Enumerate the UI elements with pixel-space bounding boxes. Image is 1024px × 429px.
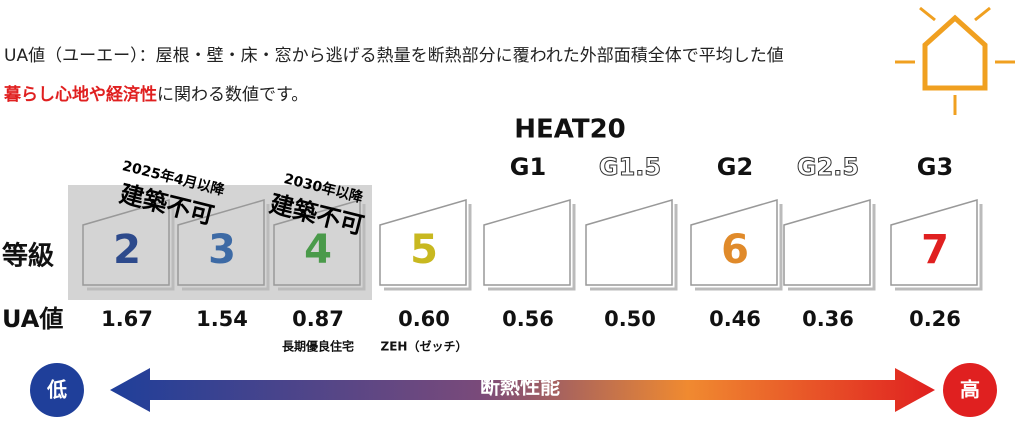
house-shadow [695, 204, 783, 291]
description-line1: UA値（ユーエー）：屋根・壁・床・窓から逃げる熱量を断熱部分に覆われた外部面積全… [4, 46, 784, 66]
grade: 5 [410, 227, 438, 273]
house-shadow [182, 204, 270, 291]
house-outline [690, 199, 778, 286]
scale-label: 断熱性能 [480, 375, 560, 399]
low-circle [30, 363, 84, 417]
ua-value: 1.54 [196, 307, 248, 331]
highlight: 暮らし心地や経済性 [3, 84, 157, 105]
ua-value: 0.56 [502, 307, 554, 331]
house-shadow [278, 204, 366, 291]
house-shadow [488, 204, 576, 291]
house-outline [783, 199, 871, 286]
house-outline [273, 199, 361, 286]
high-label: 高 [960, 378, 980, 402]
house-shadow [788, 204, 876, 291]
ua-value: 0.50 [604, 307, 656, 331]
heat20-level: G3 [917, 153, 953, 181]
row-label-ua: UA値 [2, 305, 63, 333]
heat20-level: G1 [510, 153, 546, 181]
grade: 4 [304, 227, 332, 273]
ua-note: ZEH（ゼッチ） [381, 339, 468, 354]
description-line2: 暮らし心地や経済性に関わる数値です。 [3, 84, 308, 105]
house-shadow [87, 204, 175, 291]
rest: に関わる数値です。 [157, 85, 308, 105]
grade: 7 [921, 227, 949, 273]
heat20-level: G1.5 [599, 153, 661, 181]
row-label-grade: 等級 [2, 241, 54, 272]
restricted-zone [68, 185, 372, 300]
ua-value: 0.36 [802, 307, 854, 331]
house-outline [82, 199, 170, 286]
high-circle [943, 363, 997, 417]
ua-value: 0.87 [292, 307, 344, 331]
ua-value: 0.26 [909, 307, 961, 331]
heat20-title: HEAT20 [514, 115, 626, 145]
house-outline [890, 199, 978, 286]
grade: 2 [113, 227, 141, 273]
ua-value: 0.46 [709, 307, 761, 331]
house-shadow [895, 204, 983, 291]
house-icon [895, 6, 1015, 115]
grade: 3 [208, 227, 236, 273]
house-outline [483, 199, 571, 286]
house-shadow [384, 204, 472, 291]
ua-value: 1.67 [101, 307, 153, 331]
house-outline [177, 199, 265, 286]
scale-arrow [110, 368, 935, 412]
ua-note: 長期優良住宅 [282, 339, 354, 354]
grade: 6 [721, 227, 749, 273]
low-label: 低 [46, 378, 67, 402]
ua-value: 0.60 [398, 307, 450, 331]
heat20-level: G2 [717, 153, 753, 181]
house-outline [585, 199, 673, 286]
house-outline [379, 199, 467, 286]
heat20-level: G2.5 [797, 153, 859, 181]
house-shadow [590, 204, 678, 291]
